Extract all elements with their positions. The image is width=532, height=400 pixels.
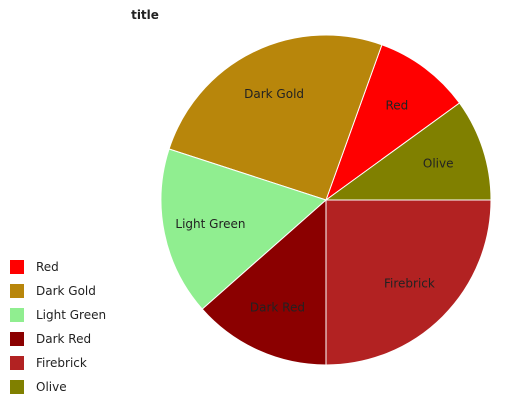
legend-swatch: [10, 260, 24, 274]
legend-swatch: [10, 284, 24, 298]
pie-slice-olive: [324, 102, 492, 201]
slice-label: Red: [385, 99, 408, 113]
pie-slice-dark-gold: [168, 34, 383, 201]
pie-slice-dark-red: [201, 198, 327, 366]
pie-slice-firebrick: [325, 199, 492, 366]
legend-swatch: [10, 332, 24, 346]
slice-label: Olive: [423, 157, 454, 171]
slice-label: Dark Gold: [244, 87, 304, 101]
legend-item: Red: [10, 255, 110, 279]
legend-label: Dark Red: [36, 332, 92, 346]
legend-item: Dark Red: [10, 327, 110, 351]
legend-swatch: [10, 380, 24, 394]
slice-label: Firebrick: [384, 276, 435, 290]
legend-label: Dark Gold: [36, 284, 96, 298]
legend-swatch: [10, 356, 24, 370]
pie-slice-red: [324, 44, 461, 202]
legend-item: Olive: [10, 375, 110, 399]
slice-label: Light Green: [175, 217, 245, 231]
legend-label: Red: [36, 260, 59, 274]
legend: Red Dark Gold Light Green Dark Red Firebrick…: [10, 255, 110, 399]
legend-label: Firebrick: [36, 356, 87, 370]
legend-item: Light Green: [10, 303, 110, 327]
legend-item: Dark Gold: [10, 279, 110, 303]
legend-swatch: [10, 308, 24, 322]
slice-label: Dark Red: [250, 301, 305, 315]
chart-title: title: [131, 8, 159, 22]
pie-slice-light-green: [160, 148, 327, 310]
legend-label: Light Green: [36, 308, 107, 322]
legend-label: Olive: [36, 380, 67, 394]
legend-item: Firebrick: [10, 351, 110, 375]
